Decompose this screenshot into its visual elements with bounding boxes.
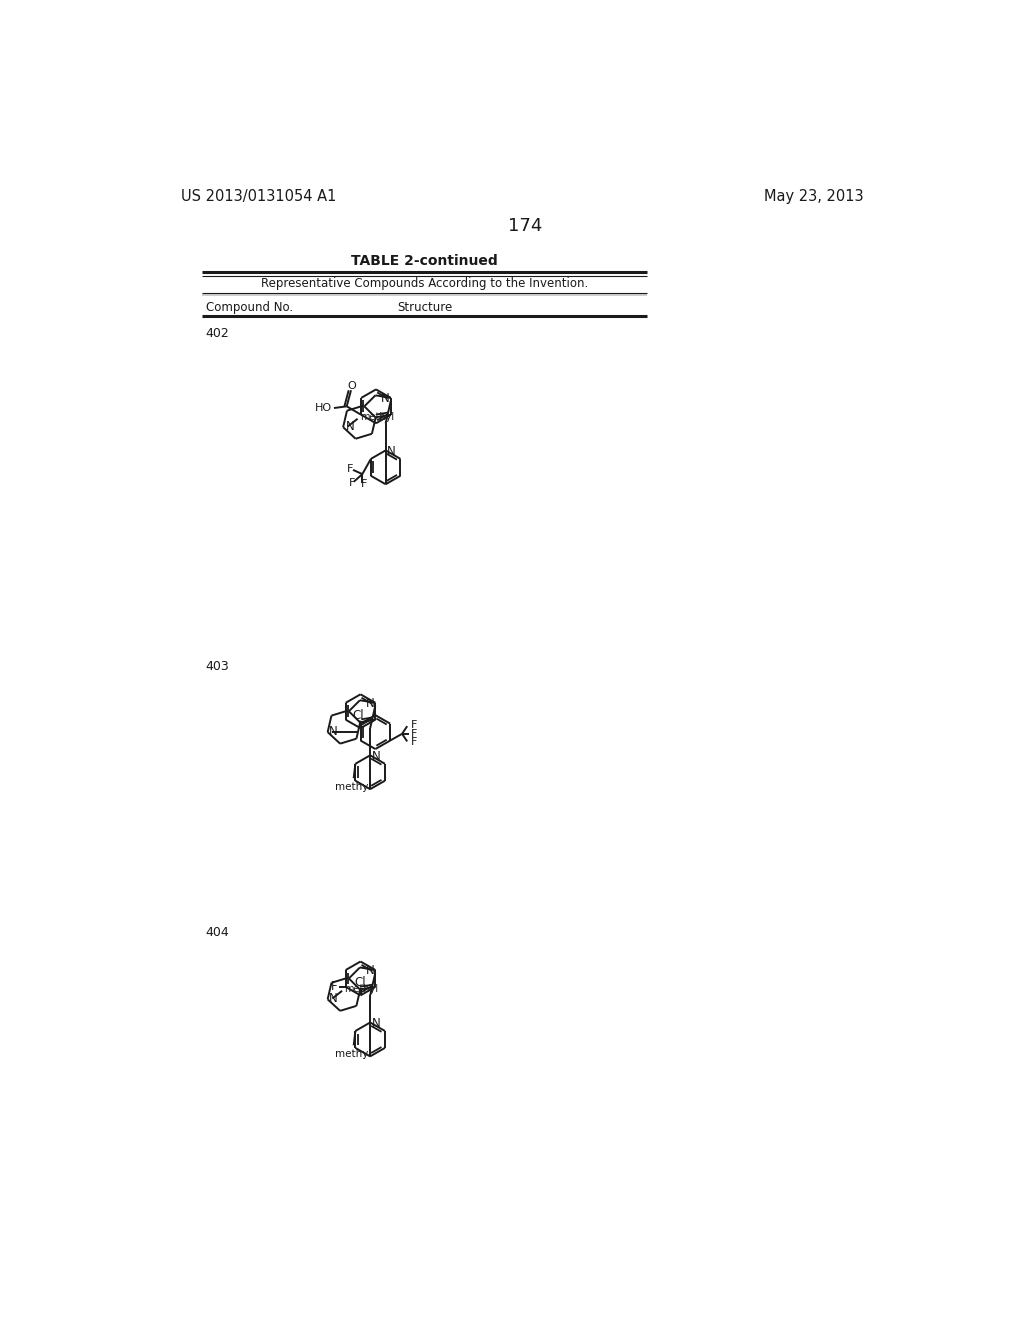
Text: Cl: Cl (354, 977, 366, 989)
Text: methyl: methyl (336, 1049, 372, 1059)
Text: 174: 174 (508, 218, 542, 235)
Text: N: N (381, 392, 390, 405)
Text: F: F (360, 479, 368, 490)
Text: F: F (411, 721, 417, 730)
Text: F: F (332, 981, 338, 994)
Text: Cl: Cl (352, 709, 364, 722)
Text: methyl: methyl (344, 985, 379, 994)
Text: F: F (411, 729, 417, 739)
Text: 403: 403 (206, 660, 229, 673)
Text: N: N (372, 750, 381, 763)
Text: N: N (346, 420, 355, 433)
Text: N: N (329, 993, 338, 1005)
Text: N: N (366, 697, 375, 710)
Text: May 23, 2013: May 23, 2013 (764, 189, 863, 205)
Text: N: N (366, 964, 375, 977)
Text: 402: 402 (206, 327, 229, 341)
Text: Compound No.: Compound No. (206, 301, 293, 314)
Text: HO: HO (314, 403, 332, 413)
Text: US 2013/0131054 A1: US 2013/0131054 A1 (180, 189, 336, 205)
Text: Representative Compounds According to the Invention.: Representative Compounds According to th… (261, 277, 589, 289)
Text: F: F (347, 465, 353, 474)
Text: methyl: methyl (336, 781, 372, 792)
Text: N: N (387, 445, 396, 458)
Text: Structure: Structure (397, 301, 453, 314)
Text: N: N (329, 725, 338, 738)
Text: 404: 404 (206, 925, 229, 939)
Text: F: F (349, 478, 355, 488)
Text: F: F (411, 738, 417, 747)
Text: O: O (347, 381, 356, 392)
Text: N: N (372, 1016, 381, 1030)
Text: methyl: methyl (360, 412, 394, 422)
Text: TABLE 2-continued: TABLE 2-continued (351, 253, 499, 268)
